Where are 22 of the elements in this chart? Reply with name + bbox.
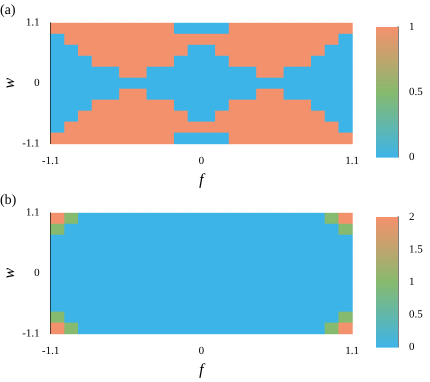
color-bar-label: 1 [409,276,414,288]
color-bar-label: 2 [409,210,414,223]
color-bar-label: 1 [409,20,414,33]
color-bar-label: 0.5 [409,308,424,320]
y-axis-title: w [0,268,18,279]
y-tick-label: 1.1 [26,16,40,29]
y-axis-title: w [0,78,18,89]
y-tick-label: 0 [34,77,40,90]
x-axis-title: f [199,172,206,189]
color-bar-label: 1.5 [409,243,424,256]
color-bar-label: 0.5 [409,86,424,98]
x-tick-label: 0 [198,155,205,168]
y-tick-label: 1.1 [26,206,40,219]
x-axis-title: f [199,362,206,379]
x-tick-label: 1.1 [345,155,359,168]
y-tick-label: -1.1 [22,137,40,150]
chart-title: (b) [0,193,17,208]
x-tick-label: 1.1 [345,345,359,358]
y-tick-label: 0 [34,267,40,280]
chart-title: (a) [0,3,16,18]
y-tick-label: -1.1 [22,327,40,340]
x-tick-label: 0 [198,345,205,358]
